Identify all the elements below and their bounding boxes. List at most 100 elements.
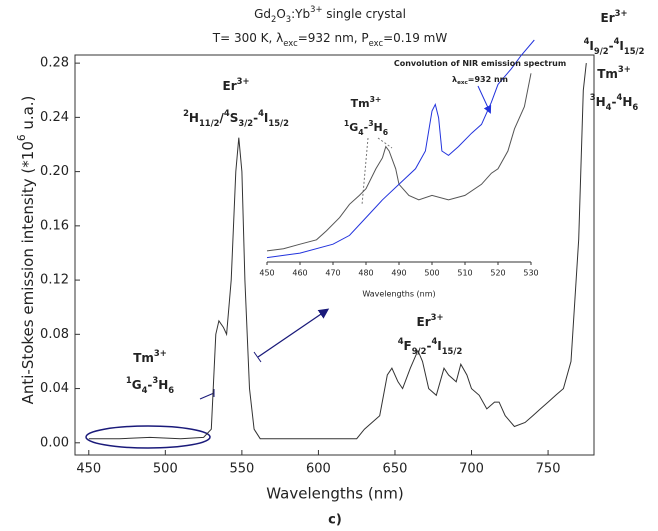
text-part: 4 — [358, 128, 363, 137]
text-part: Tm — [351, 97, 370, 110]
inset-x-tick-label: 470 — [325, 269, 340, 278]
x-tick-label: 450 — [76, 462, 101, 477]
y-tick-label: 0.12 — [40, 273, 69, 288]
text-part: 3 — [368, 119, 373, 128]
text-part: H — [158, 378, 168, 392]
text-part: - — [609, 39, 614, 53]
annotation: Tm3+ — [597, 64, 631, 81]
y-axis-label: Anti-Stokes emission intensity (*106 u.a… — [16, 96, 37, 405]
caption: c) — [328, 513, 342, 528]
series-line — [88, 63, 587, 440]
annotation: 2H11/2/4S3/2-4I15/2 — [183, 108, 289, 128]
y-tick-label: 0.00 — [40, 435, 69, 450]
text-part: T= 300 K, λ — [212, 31, 284, 45]
annotation: 1G4-3H6 — [344, 119, 388, 137]
annotation: 4I9/2-4I15/2 — [584, 36, 645, 56]
x-tick-label: 500 — [153, 462, 178, 477]
text-part: - — [612, 95, 617, 109]
text-part: F — [404, 339, 412, 353]
inset-arrow — [477, 85, 492, 114]
text-part: G — [132, 378, 142, 392]
series-line — [266, 39, 535, 259]
text-part: 4 — [616, 92, 622, 102]
text-part: 3 — [286, 14, 291, 24]
text-part: 3+ — [431, 312, 444, 322]
text-part: 15/2 — [268, 118, 289, 128]
text-part: =932 nm, P — [298, 31, 369, 45]
text-part: - — [426, 339, 431, 353]
annotation: Er3+ — [417, 312, 444, 329]
pointer — [199, 392, 215, 400]
annotation: Tm3+ — [351, 95, 382, 111]
chart-title: Gd2O3:Yb3+ single crystal — [254, 4, 406, 24]
text-part: Tm — [597, 67, 618, 81]
text-part: 3 — [590, 92, 596, 102]
x-tick-label: 550 — [229, 462, 254, 477]
text-part: 3+ — [154, 348, 167, 358]
text-part: O — [276, 7, 285, 21]
text-part: 11/2 — [199, 118, 220, 128]
text-part: 6 — [16, 134, 28, 141]
series-line — [266, 73, 532, 252]
plot-frame — [74, 54, 595, 456]
text-part: 15/2 — [624, 46, 645, 56]
text-part: I — [437, 339, 441, 353]
y-tick-label: 0.04 — [40, 381, 69, 396]
x-axis-label: Wavelengths (nm) — [266, 485, 403, 503]
y-tick-label: 0.08 — [40, 327, 69, 342]
text-part: - — [147, 378, 152, 392]
annotation: λexc=932 nm — [452, 75, 508, 86]
annotation: Er3+ — [601, 8, 628, 25]
inset-x-tick-label: 480 — [358, 269, 373, 278]
text-part: 3+ — [310, 4, 322, 14]
text-part: 4 — [142, 385, 148, 395]
x-tick-label: 600 — [306, 462, 331, 477]
inset-x-tick-label: 510 — [457, 269, 472, 278]
text-part: 1 — [126, 375, 132, 385]
text-part: 3+ — [618, 64, 631, 74]
text-part: 3+ — [237, 76, 250, 86]
dotted-guide — [361, 137, 369, 206]
annotation: 3H4-4H6 — [590, 92, 639, 112]
text-part: =0.19 mW — [383, 31, 447, 45]
text-part: Gd — [254, 7, 271, 21]
inset-x-tick-label: 460 — [292, 269, 307, 278]
text-part: single crystal — [322, 7, 405, 21]
x-tick-label: 650 — [383, 462, 408, 477]
text-part: 3 — [152, 375, 158, 385]
text-part: 4 — [606, 102, 612, 112]
text-part: 2 — [183, 108, 189, 118]
text-part: - — [253, 111, 258, 125]
text-part: u.a.) — [19, 96, 37, 135]
y-tick-label: 0.16 — [40, 218, 69, 233]
text-part: 4 — [258, 108, 264, 118]
x-tick-label: 700 — [459, 462, 484, 477]
text-part: 6 — [632, 102, 638, 112]
text-part: Anti-Stokes emission intensity (*10 — [19, 141, 37, 404]
x-tick-label: 750 — [536, 462, 561, 477]
text-part: Er — [223, 79, 237, 93]
text-part: H — [596, 95, 606, 109]
arrow-tail — [253, 351, 262, 363]
text-part: Er — [417, 315, 431, 329]
text-part: H — [374, 121, 383, 134]
y-tick-label: 0.20 — [40, 164, 69, 179]
text-part: G — [349, 121, 358, 134]
text-part: 1 — [344, 119, 349, 128]
text-part: 3+ — [370, 95, 382, 104]
text-part: 4 — [224, 108, 230, 118]
text-part: S — [230, 111, 239, 125]
text-part: 4 — [584, 36, 590, 46]
text-part: 3+ — [615, 8, 628, 18]
text-part: exc — [457, 80, 468, 86]
annotation: Er3+ — [223, 76, 250, 93]
text-part: :Yb — [291, 7, 310, 21]
text-part: 2 — [271, 14, 276, 24]
text-part: 6 — [168, 385, 174, 395]
text-part: 6 — [383, 128, 388, 137]
inset-x-axis-label: Wavelengths (nm) — [362, 290, 435, 299]
text-part: 9/2 — [594, 46, 609, 56]
text-part: 4 — [431, 336, 437, 346]
